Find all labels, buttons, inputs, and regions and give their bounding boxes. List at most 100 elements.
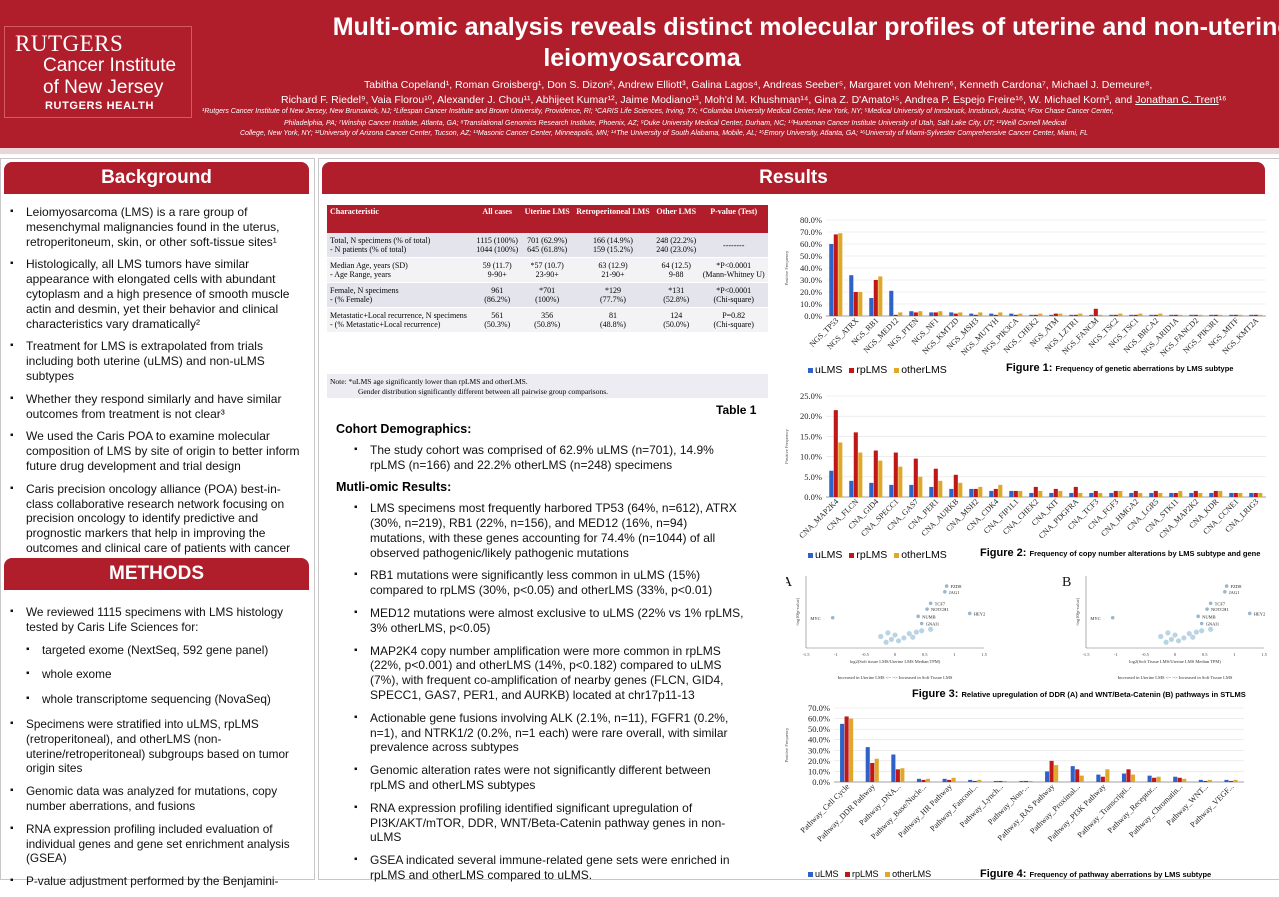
data-point [1186,631,1192,637]
methods-heading: METHODS [4,558,309,590]
header-divider [0,148,1279,154]
bar [1009,313,1014,316]
methods-bullet: We reviewed 1115 specimens with LMS hist… [8,605,306,635]
panel-label: A [786,575,793,590]
bar [1173,492,1178,497]
bar [998,780,1003,782]
x-tick-label: -1.5 [802,652,810,657]
bar [1193,490,1198,497]
bar [1054,765,1059,782]
data-point [885,630,891,636]
data-point [1181,635,1187,641]
bar [1158,313,1163,316]
bar [1126,769,1131,782]
bar [953,474,958,497]
gene-label: HEY2 [1254,611,1266,616]
y-tick-label: 50.0% [808,724,830,734]
bar [833,234,838,316]
bar [993,780,998,782]
bar [1113,314,1118,316]
bar [918,311,923,316]
table-cell: 356 (50.8%) [521,307,573,333]
methods-bullet: Specimens were stratified into uLMS, rpL… [8,717,306,776]
data-point [878,633,884,640]
bar [909,311,914,316]
bar [873,280,878,316]
logo-line3: of New Jersey [43,77,164,98]
multiomic-bullet: MAP2K4 copy number amplification were mo… [352,644,744,703]
bar [1133,490,1138,497]
multiomic-bullet: LMS specimens most frequently harbored T… [352,501,744,560]
bar [1138,313,1143,316]
bar [973,314,978,316]
background-bullet: Whether they respond similarly and have … [8,392,306,422]
legend-label: rpLMS [852,869,879,879]
bar [1069,314,1074,316]
bar [1033,486,1038,497]
legend-swatch-rplms [849,368,855,373]
table-cell: P=0.82 (Chi-square) [699,307,768,333]
bar [1149,314,1154,316]
bar [1058,313,1063,316]
bar [1058,490,1063,497]
legend-swatch-rplms [849,553,855,558]
bar [1013,314,1018,316]
gene-point [916,614,920,619]
gene-point [1223,590,1227,594]
bar [1177,777,1182,782]
affiliations-line1: ¹Rutgers Cancer Institute of New Jersey,… [202,108,1114,115]
y-tick-label: 40.0% [808,735,830,745]
gene-label: TCF7 [1215,601,1226,606]
legend-label: rpLMS [856,364,888,376]
table-cell: 81 (48.8%) [572,307,654,333]
methods-sub-bullet: targeted exome (NextSeq, 592 gene panel) [8,643,306,658]
bar [889,290,894,316]
table-cell: 248 (22.2%) 240 (23.0%) [653,233,700,258]
table-cell: *129 (77.7%) [572,282,654,308]
bar [1049,760,1054,782]
bar [900,768,905,782]
gene-label: JAG1 [949,590,960,595]
bar [913,458,918,497]
bar [916,778,922,782]
bar [1233,779,1238,782]
x-tick-label: 1.5 [981,652,987,657]
data-point [888,636,895,642]
bar [889,484,894,497]
x-tick-label: 1 [1233,652,1235,657]
bar [958,482,963,497]
table-row: Metastatic+Local recurrence, N specimens… [327,307,768,333]
table-row: Female, N specimens - (% Female) 961 (86… [327,282,768,308]
bar [893,314,898,316]
gene-point [944,584,949,588]
bar [933,312,938,316]
bar [1129,314,1134,316]
legend-swatch-otherlms [894,368,900,373]
figure-1-label: Figure 1: [1006,362,1053,374]
bar [1182,778,1187,782]
y-tick-label: 0.0% [812,777,830,787]
bar [953,313,958,316]
table-cell: 59 (11.7) 9-90+ [473,257,522,283]
background-bullet: Caris precision oncology alliance (POA) … [8,482,306,556]
gene-label: TCF7 [935,601,946,606]
figure-3-volcano-plots: A -log10(p-value) -1.5 -1 -0.5 0 0.5 1 1.5 log2(S… [786,575,1268,680]
bar [1207,779,1212,782]
methods-sub-bullet: whole transcriptome sequencing (NovaSeq) [8,692,306,707]
bar [925,778,931,782]
data-point [901,635,907,641]
authors-last-sup: ¹⁶ [1218,94,1227,106]
authors-line2-text: Richard F. Riedel⁹, Vaia Florou¹⁰, Alexa… [281,94,1133,106]
bar [1233,314,1238,316]
bar [1253,314,1258,316]
direction-label: Increased in Uterine LMS <-- --> Increas… [838,675,953,680]
bar [1130,774,1136,782]
gene-label: JAG1 [1229,590,1240,595]
authors-last[interactable]: Jonathan C. Trent [1135,94,1219,106]
bar [829,470,834,497]
table-cell: *P<0.0001 (Mann-Whitney U) [699,257,768,283]
data-point [1163,639,1169,645]
bar [947,779,952,782]
bar [1229,492,1234,497]
bar [1152,777,1157,782]
